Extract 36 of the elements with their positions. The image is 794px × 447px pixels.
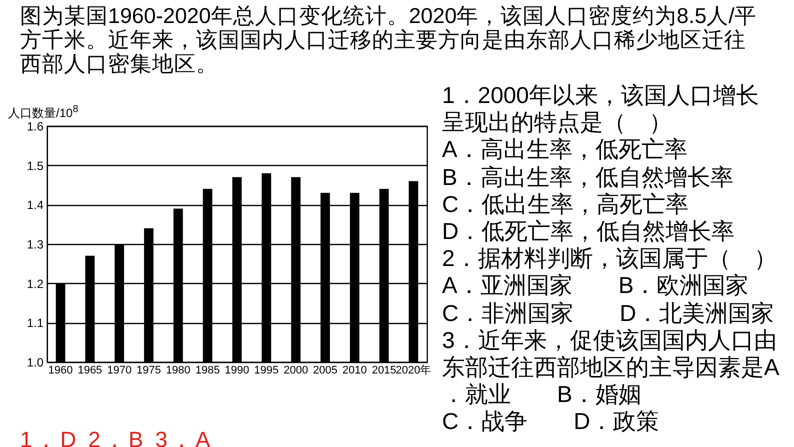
x-tick-label: 2020年 — [396, 364, 432, 376]
y-tick-label: 1.3 — [26, 238, 44, 252]
text: 呈现出的特点是（ ） — [442, 109, 673, 136]
x-tick-label: 1965 — [78, 364, 102, 376]
x-tick-label: 1990 — [224, 364, 250, 376]
x-tick-label: 2015 — [372, 364, 396, 376]
text: ．就业 B．婚姻 — [442, 381, 642, 408]
text: A．亚洲国家 B．欧洲国家 — [442, 272, 750, 300]
text: B．高出生率，低自然增长率 — [442, 164, 734, 191]
x-tick-label: 2010 — [342, 364, 367, 376]
x-tick-label: 1970 — [107, 364, 132, 376]
text: C．低出生率，高死亡率 — [442, 190, 690, 218]
text: D．低死亡率，低自然增长率 — [442, 218, 736, 246]
text: C．战争 D．政策 — [442, 408, 660, 436]
text: 东部迁往西部地区的主导因素是A — [442, 354, 780, 382]
text: 1．D 2．B 3．A — [20, 426, 214, 447]
y-tick-label: 1.0 — [26, 356, 44, 370]
chart-title: 图为某国1960-2020年总人口变化统计。2020年，该国人口密度约为8.5人/平方千米。近年来，该国国内人口迁移的主要方向是由东部人口稀少地区迁往西部人口密集地区。 — [20, 4, 758, 76]
text: 1．2000年以来，该国人口增长 — [442, 82, 760, 110]
x-tick-label: 1985 — [195, 364, 220, 376]
y-tick-label: 1.2 — [26, 276, 44, 291]
x-tick-label: 1995 — [254, 364, 279, 376]
x-tick-label: 2005 — [312, 364, 338, 376]
text: C．非洲国家 D．北美洲国家 — [442, 300, 776, 327]
text: 2．据材料判断，该国属于（ ） — [442, 245, 778, 272]
x-tick-label: 1980 — [166, 364, 190, 376]
y-tick-label: 1.1 — [26, 316, 44, 330]
text: A．高出生率，低死亡率 — [442, 136, 688, 164]
x-tick-label: 1975 — [136, 364, 162, 376]
text: 3．近年来，促使该国国内人口由 — [442, 326, 778, 354]
y-axis-title: 人口数量/10$^{8}$ — [8, 104, 78, 122]
x-tick-label: 1960 — [48, 364, 73, 376]
y-tick-label: 1.6 — [26, 120, 44, 134]
y-tick-label: 1.4 — [26, 198, 44, 212]
x-tick-label: 2000 — [284, 364, 308, 376]
y-tick-label: 1.5 — [26, 158, 44, 173]
